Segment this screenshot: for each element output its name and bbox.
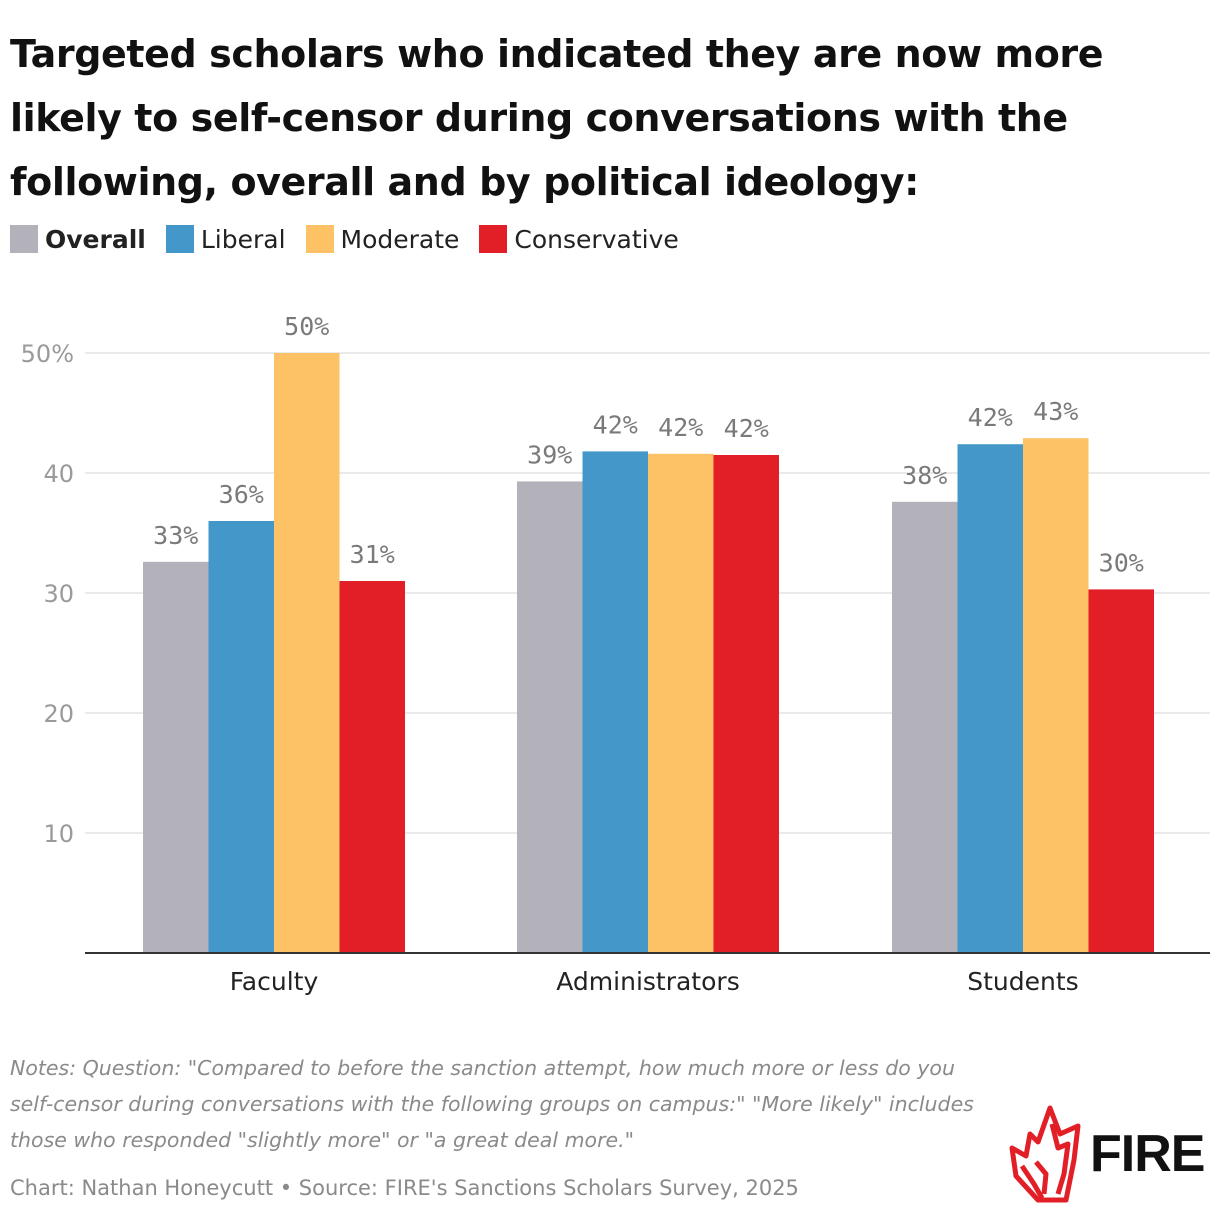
data-label: 38% — [902, 461, 947, 490]
flame-icon — [1009, 1105, 1081, 1203]
legend-swatch-liberal — [165, 225, 194, 253]
bar — [208, 521, 274, 953]
bar — [582, 451, 648, 953]
legend: Overall Liberal Moderate Conservative — [10, 222, 699, 256]
legend-swatch-conservative — [479, 225, 508, 253]
data-label: 30% — [1099, 548, 1144, 577]
bar — [274, 353, 340, 953]
x-tick-label: Students — [967, 967, 1078, 996]
data-label: 50% — [284, 312, 329, 341]
data-label: 43% — [1033, 397, 1078, 426]
data-label: 31% — [350, 540, 395, 569]
data-label: 39% — [527, 440, 572, 469]
legend-item-conservative: Conservative — [479, 224, 679, 254]
bar — [957, 444, 1023, 953]
bar — [143, 561, 209, 953]
chart-notes: Notes: Question: "Compared to before the… — [10, 1056, 974, 1152]
data-label: 42% — [968, 403, 1013, 432]
bar — [648, 453, 714, 953]
y-tick-label: 50% — [21, 340, 74, 368]
chart-title: Targeted scholars who indicated they are… — [10, 32, 1104, 204]
data-label: 36% — [219, 480, 264, 509]
y-tick-label: 40 — [43, 460, 74, 488]
legend-label-overall: Overall — [45, 224, 146, 254]
x-tick-label: Faculty — [230, 967, 319, 996]
bar — [892, 501, 958, 953]
legend-item-liberal: Liberal — [165, 224, 286, 254]
bar — [1023, 438, 1089, 953]
legend-item-moderate: Moderate — [305, 224, 460, 254]
logo-text: FIRE — [1090, 1125, 1205, 1183]
y-tick-label: 10 — [43, 820, 74, 848]
legend-swatch-moderate — [305, 225, 334, 253]
data-label: 33% — [153, 521, 198, 550]
legend-label-liberal: Liberal — [200, 224, 286, 254]
data-label: 42% — [593, 410, 638, 439]
chart-credit: Chart: Nathan Honeycutt • Source: FIRE's… — [10, 1176, 799, 1200]
data-label: 42% — [724, 414, 769, 443]
bar — [1088, 589, 1154, 953]
bar — [339, 581, 405, 953]
legend-label-moderate: Moderate — [340, 224, 460, 254]
bar-chart: 10 20 30 40 50% 33% 39% 38% 36% 42% 42% 50% 42% 43% 31… — [21, 312, 1210, 996]
bar — [713, 455, 779, 953]
fire-logo: FIRE — [1008, 1102, 1214, 1206]
legend-item-overall: Overall — [10, 225, 146, 254]
bar — [517, 481, 583, 953]
x-tick-label: Administrators — [556, 967, 739, 996]
y-tick-label: 30 — [43, 580, 74, 608]
data-label: 42% — [658, 413, 703, 442]
legend-label-conservative: Conservative — [514, 224, 679, 254]
y-tick-label: 20 — [43, 700, 74, 728]
legend-swatch-overall — [10, 225, 38, 253]
